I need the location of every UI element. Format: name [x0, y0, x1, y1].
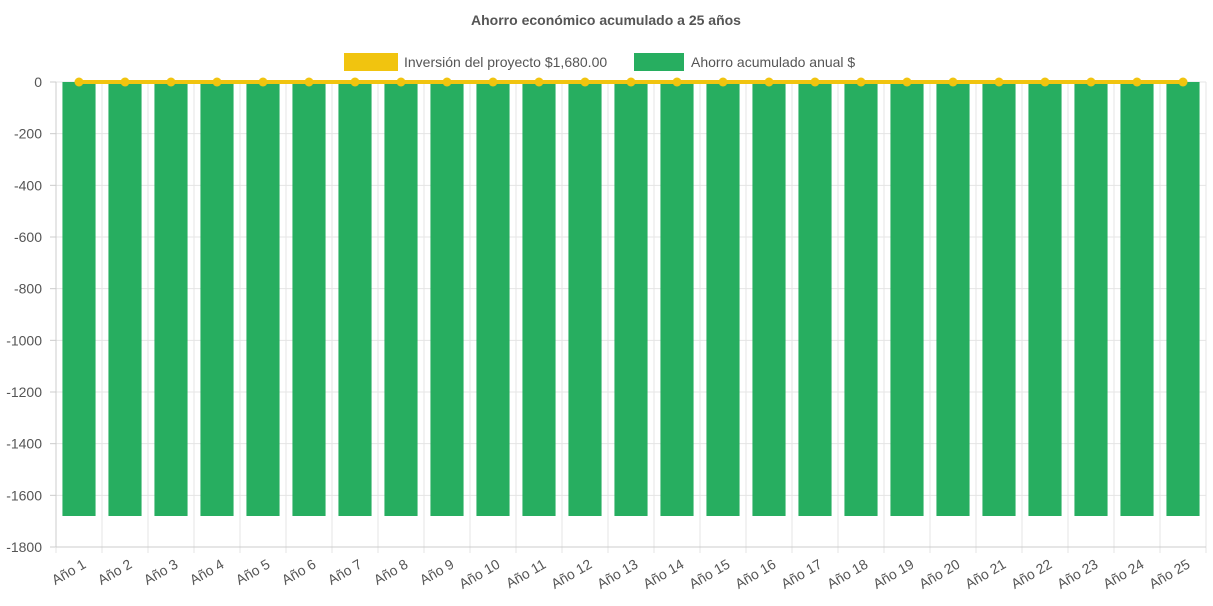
- line-point: [580, 77, 590, 87]
- x-tick-label: Año 2: [95, 556, 135, 588]
- chart-title: Ahorro económico acumulado a 25 años: [471, 12, 741, 28]
- x-tick-label: Año 21: [962, 556, 1009, 592]
- legend-item-savings[interactable]: Ahorro acumulado anual $: [634, 53, 855, 71]
- y-tick-label: -600: [14, 229, 42, 245]
- bar: [660, 82, 694, 516]
- bar: [154, 82, 188, 516]
- x-tick-label: Año 20: [916, 556, 963, 592]
- x-tick-label: Año 6: [279, 556, 319, 588]
- line-point: [488, 77, 498, 87]
- x-tick-label: Año 10: [456, 556, 503, 592]
- bar: [982, 82, 1016, 516]
- bar: [338, 82, 372, 516]
- bar: [568, 82, 602, 516]
- line-point: [902, 77, 912, 87]
- x-tick-label: Año 4: [187, 556, 227, 588]
- bar: [752, 82, 786, 516]
- y-tick-label: -800: [14, 281, 42, 297]
- x-tick-label: Año 9: [417, 556, 457, 588]
- line-point: [396, 77, 406, 87]
- bar: [614, 82, 648, 516]
- line-point: [212, 77, 222, 87]
- line-point: [350, 77, 360, 87]
- x-tick-label: Año 3: [141, 556, 181, 588]
- legend: Inversión del proyecto $1,680.00 Ahorro …: [344, 53, 855, 71]
- legend-label-investment: Inversión del proyecto $1,680.00: [404, 54, 607, 70]
- line-point: [258, 77, 268, 87]
- y-tick-label: 0: [34, 74, 42, 90]
- bar: [430, 82, 464, 516]
- bar: [890, 82, 924, 516]
- legend-swatch-investment: [344, 53, 398, 71]
- x-axis-ticks: Año 1 Año 2 Año 3 Año 4 Año 5 Año 6 Año 7 Año 8…: [49, 556, 1193, 592]
- line-point: [120, 77, 130, 87]
- line-point: [74, 77, 84, 87]
- line-point: [1132, 77, 1142, 87]
- y-tick-label: -200: [14, 126, 42, 142]
- y-tick-label: -400: [14, 177, 42, 193]
- x-tick-label: Año 8: [371, 556, 411, 588]
- line-point: [1086, 77, 1096, 87]
- bar: [1120, 82, 1154, 516]
- y-tick-label: -1600: [6, 487, 42, 503]
- bar: [292, 82, 326, 516]
- legend-label-savings: Ahorro acumulado anual $: [691, 54, 855, 70]
- bar: [798, 82, 832, 516]
- bar: [936, 82, 970, 516]
- x-tick-label: Año 12: [548, 556, 595, 592]
- bar: [200, 82, 234, 516]
- bar: [1074, 82, 1108, 516]
- line-point: [810, 77, 820, 87]
- line-series: [74, 77, 1188, 87]
- line-point: [672, 77, 682, 87]
- line-point: [856, 77, 866, 87]
- line-point: [1178, 77, 1188, 87]
- x-tick-label: Año 16: [732, 556, 779, 592]
- x-tick-label: Año 19: [870, 556, 917, 592]
- line-point: [948, 77, 958, 87]
- bar: [844, 82, 878, 516]
- bar: [522, 82, 556, 516]
- x-tick-label: Año 14: [640, 556, 687, 592]
- y-tick-label: -1200: [6, 384, 42, 400]
- x-tick-label: Año 18: [824, 556, 871, 592]
- x-tick-label: Año 11: [503, 556, 549, 592]
- line-point: [442, 77, 452, 87]
- bar: [108, 82, 142, 516]
- bar: [384, 82, 418, 516]
- line-point: [994, 77, 1004, 87]
- line-point: [1040, 77, 1050, 87]
- x-tick-label: Año 7: [325, 556, 365, 588]
- x-tick-label: Año 1: [49, 556, 89, 588]
- x-tick-label: Año 13: [594, 556, 641, 592]
- y-tick-label: -1400: [6, 436, 42, 452]
- x-tick-label: Año 23: [1054, 556, 1101, 592]
- x-tick-label: Año 15: [686, 556, 733, 592]
- line-point: [534, 77, 544, 87]
- line-point: [304, 77, 314, 87]
- line-point: [626, 77, 636, 87]
- x-tick-label: Año 5: [233, 556, 273, 588]
- x-tick-label: Año 24: [1100, 556, 1147, 592]
- bar-series: [62, 82, 1200, 516]
- bar: [246, 82, 280, 516]
- y-tick-label: -1000: [6, 332, 42, 348]
- bar: [1028, 82, 1062, 516]
- x-tick-label: Año 25: [1146, 556, 1193, 592]
- legend-item-investment[interactable]: Inversión del proyecto $1,680.00: [344, 53, 607, 71]
- x-tick-label: Año 17: [778, 556, 825, 592]
- x-tick-label: Año 22: [1008, 556, 1055, 592]
- bar: [62, 82, 96, 516]
- legend-swatch-savings: [634, 53, 684, 71]
- bar: [1166, 82, 1200, 516]
- y-tick-label: -1800: [6, 539, 42, 555]
- bar: [476, 82, 510, 516]
- line-point: [718, 77, 728, 87]
- y-axis-ticks: 0 -200 -400 -600 -800 -1000 -1200 -1400 -1600 -18…: [6, 74, 42, 555]
- bar: [706, 82, 740, 516]
- line-point: [764, 77, 774, 87]
- line-point: [166, 77, 176, 87]
